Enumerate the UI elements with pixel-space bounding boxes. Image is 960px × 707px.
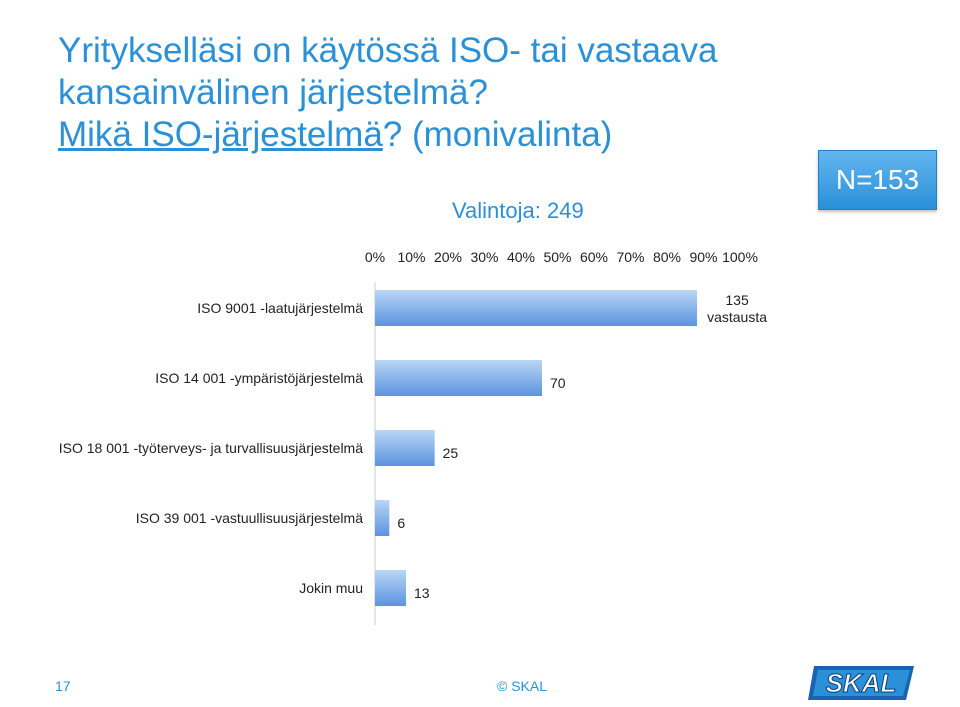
bar bbox=[375, 500, 390, 536]
bar-chart: 0% 10% 20% 30% 40% 50% 60% 70% 80% 90% 100% ISO 90… bbox=[59, 249, 767, 625]
copyright: © SKAL bbox=[497, 678, 548, 694]
data-label: 135 vastausta bbox=[707, 292, 767, 325]
bar bbox=[375, 290, 698, 326]
x-tick-label: 50% bbox=[543, 249, 571, 265]
data-label: 25 bbox=[443, 445, 459, 461]
x-tick-label: 0% bbox=[365, 249, 385, 265]
title-line-1: Yritykselläsi on käytössä ISO- tai vasta… bbox=[58, 31, 718, 70]
svg-text:SKAL: SKAL bbox=[826, 668, 897, 698]
title-line-2: kansainvälinen järjestelmä? bbox=[58, 73, 488, 112]
category-label: ISO 9001 -laatujärjestelmä bbox=[197, 300, 363, 316]
data-label: 6 bbox=[397, 515, 405, 531]
x-tick-label: 30% bbox=[470, 249, 498, 265]
x-tick-label: 70% bbox=[616, 249, 644, 265]
x-tick-label: 100% bbox=[722, 249, 758, 265]
x-axis-ticks: 0% 10% 20% 30% 40% 50% 60% 70% 80% 90% 100% bbox=[365, 249, 758, 265]
x-tick-label: 80% bbox=[653, 249, 681, 265]
category-label: ISO 18 001 -työterveys- ja turvallisuusj… bbox=[59, 440, 363, 456]
sample-size-badge: N=153 bbox=[818, 150, 937, 210]
chart-title: Valintoja: 249 bbox=[452, 198, 584, 223]
bars: ISO 9001 -laatujärjestelmä 135 vastausta IS… bbox=[59, 290, 767, 606]
slide-title: Yritykselläsi on käytössä ISO- tai vasta… bbox=[58, 30, 858, 156]
x-tick-label: 90% bbox=[689, 249, 717, 265]
data-label: 13 bbox=[414, 585, 430, 601]
data-label: 70 bbox=[550, 375, 566, 391]
skal-logo: SKAL bbox=[808, 666, 914, 700]
x-tick-label: 10% bbox=[397, 249, 425, 265]
bar bbox=[375, 430, 435, 466]
x-tick-label: 60% bbox=[580, 249, 608, 265]
subtitle-line: Mikä ISO-järjestelmä? (monivalinta) bbox=[58, 114, 858, 156]
x-tick-label: 40% bbox=[507, 249, 535, 265]
subtitle-link[interactable]: Mikä ISO-järjestelmä bbox=[58, 115, 383, 154]
page-number: 17 bbox=[55, 678, 71, 694]
category-label: ISO 39 001 -vastuullisuusjärjestelmä bbox=[136, 510, 363, 526]
category-label: ISO 14 001 -ympäristöjärjestelmä bbox=[155, 370, 363, 386]
category-label: Jokin muu bbox=[299, 580, 363, 596]
bar bbox=[375, 570, 407, 606]
subtitle-rest: ? (monivalinta) bbox=[382, 115, 613, 154]
bar bbox=[375, 360, 542, 396]
x-tick-label: 20% bbox=[434, 249, 462, 265]
